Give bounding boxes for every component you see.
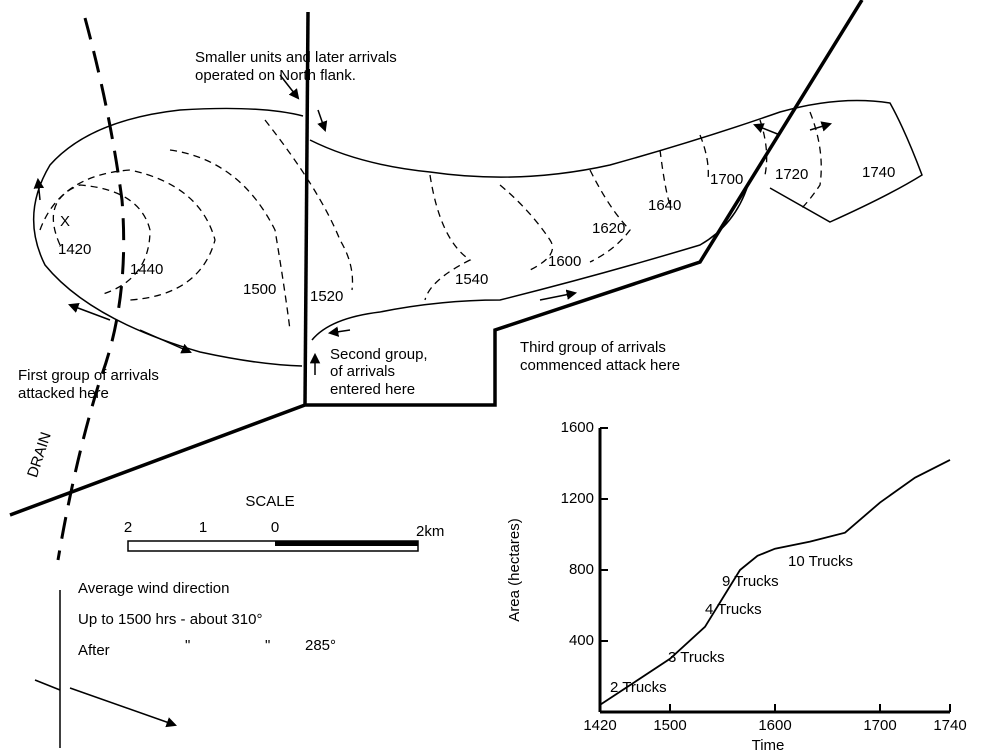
note: operated on North flank.	[195, 67, 356, 84]
x-tick-label: 1500	[653, 717, 686, 734]
contour	[659, 149, 671, 206]
road	[303, 11, 310, 406]
wind-text: "	[265, 637, 270, 654]
contour	[699, 134, 709, 181]
x-tick-label: 1740	[933, 717, 966, 734]
arrow	[809, 121, 833, 132]
annotation: 9 Trucks	[722, 573, 779, 590]
contour-label: 1720	[775, 166, 808, 183]
annotation: 4 Trucks	[705, 601, 762, 618]
area-line	[599, 459, 951, 706]
arrow	[139, 329, 192, 354]
contour	[424, 174, 472, 301]
contour-label: 1540	[455, 271, 488, 288]
contour	[52, 184, 151, 296]
x-tick-label: 1600	[758, 717, 791, 734]
area-chart: Area (hectares) Time 400 800 1200 1600 1420 1…	[506, 419, 967, 754]
arrow	[33, 177, 45, 201]
contour-label: 1640	[648, 197, 681, 214]
y-axis-label: Area (hectares)	[506, 518, 523, 621]
contour	[499, 184, 554, 271]
contour-label: 1620	[592, 220, 625, 237]
scale-tick: 2km	[416, 523, 444, 540]
label: First group of arrivals	[18, 367, 159, 384]
label: Second group,	[330, 346, 428, 363]
contour	[169, 149, 291, 331]
arrow	[539, 289, 578, 301]
annotation: 2 Trucks	[610, 679, 667, 696]
label: attacked here	[18, 385, 109, 402]
contour-label: 1440	[130, 261, 163, 278]
arrow	[68, 303, 111, 321]
drain-line	[56, 17, 126, 561]
annotation: 10 Trucks	[788, 553, 853, 570]
fire-perimeter	[32, 107, 304, 367]
contour-label: 1740	[862, 164, 895, 181]
wind-arrow	[34, 679, 61, 691]
y-tick-label: 800	[569, 561, 594, 578]
road	[9, 0, 864, 517]
label: of arrivals	[330, 363, 395, 380]
contour-label: 1520	[310, 288, 343, 305]
drain-label: DRAIN	[24, 430, 55, 480]
x-axis-label: Time	[752, 737, 785, 754]
contour-label: 1600	[548, 253, 581, 270]
y-tick-label: 1200	[561, 490, 594, 507]
contour-label: 1500	[243, 281, 276, 298]
contour	[799, 111, 822, 211]
label: commenced attack here	[520, 357, 680, 374]
label: Third group of arrivals	[520, 339, 666, 356]
scale-tick: 1	[199, 519, 207, 536]
note: Smaller units and later arrivals	[195, 49, 397, 66]
wind-text: After	[78, 642, 110, 659]
start-mark: X	[60, 213, 70, 230]
scale-bar	[275, 541, 418, 546]
wind-text: "	[185, 637, 190, 654]
wind-text: Up to 1500 hrs - about 310°	[78, 611, 262, 628]
arrow	[317, 109, 328, 132]
contour-label: 1420	[58, 241, 91, 258]
x-tick-label: 1700	[863, 717, 896, 734]
arrow	[327, 326, 351, 337]
arrow	[753, 123, 781, 136]
contour-label: 1700	[710, 171, 743, 188]
wind-text: Average wind direction	[78, 580, 229, 597]
scale-tick: 2	[124, 519, 132, 536]
fire-perimeter	[311, 184, 749, 341]
arrow	[279, 74, 300, 100]
scale-title: SCALE	[245, 493, 294, 510]
annotation: 3 Trucks	[668, 649, 725, 666]
wind-text: 285°	[305, 637, 336, 654]
contour	[264, 119, 354, 291]
label: entered here	[330, 381, 415, 398]
fire-perimeter	[309, 99, 923, 223]
y-tick-label: 400	[569, 632, 594, 649]
y-tick-label: 1600	[561, 419, 594, 436]
contour	[39, 169, 216, 301]
scale-tick: 0	[271, 519, 279, 536]
wind-arrow	[69, 687, 177, 728]
contour	[589, 169, 631, 263]
x-tick-label: 1420	[583, 717, 616, 734]
